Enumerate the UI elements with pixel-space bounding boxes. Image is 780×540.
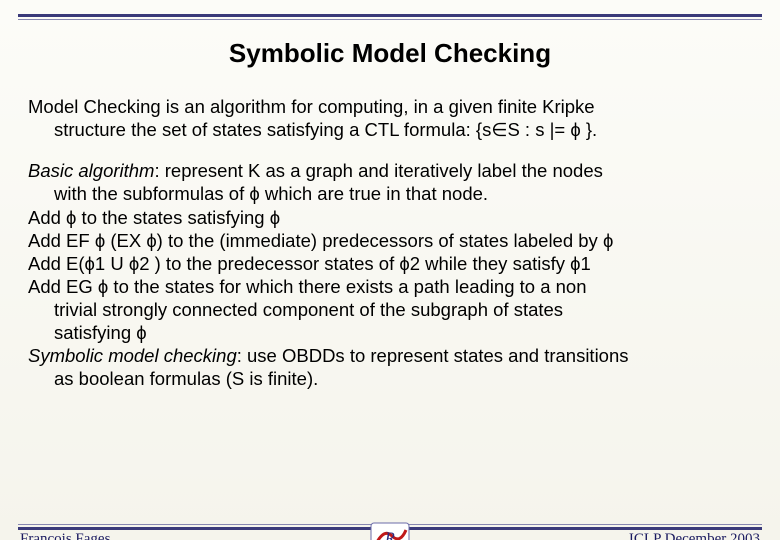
inria-logo-icon: R: [370, 522, 410, 540]
add-rule-3: Add E(ϕ1 U ϕ2 ) to the predecessor state…: [28, 252, 752, 275]
logo-letter: R: [384, 530, 395, 540]
basic-algorithm-line-1: Basic algorithm: represent K as a graph …: [28, 159, 752, 182]
intro-line-2: structure the set of states satisfying a…: [28, 118, 752, 141]
add-rule-4b: trivial strongly connected component of …: [28, 298, 752, 321]
symbolic-mc-label: Symbolic model checking: [28, 345, 237, 366]
slide-body: Model Checking is an algorithm for compu…: [0, 95, 780, 391]
symbolic-mc-rest: : use OBDDs to represent states and tran…: [237, 345, 629, 366]
add-rule-4a: Add EG ϕ to the states for which there e…: [28, 275, 752, 298]
symbolic-mc-line-1: Symbolic model checking: use OBDDs to re…: [28, 344, 752, 367]
symbolic-mc-line-2: as boolean formulas (S is finite).: [28, 367, 752, 390]
intro-line-1: Model Checking is an algorithm for compu…: [28, 95, 752, 118]
intro-paragraph: Model Checking is an algorithm for compu…: [28, 95, 752, 141]
add-rule-1: Add ϕ to the states satisfying ϕ: [28, 206, 752, 229]
footer-conference: ICLP December 2003: [629, 531, 760, 540]
basic-algorithm-label: Basic algorithm: [28, 160, 154, 181]
add-rule-4c: satisfying ϕ: [28, 321, 752, 344]
footer-author: François Fages: [20, 531, 110, 540]
slide-footer: François Fages R ICLP December 2003: [0, 520, 780, 540]
basic-algorithm-rest: : represent K as a graph and iteratively…: [154, 160, 602, 181]
algorithm-block: Basic algorithm: represent K as a graph …: [28, 159, 752, 390]
slide-title: Symbolic Model Checking: [0, 38, 780, 69]
basic-algorithm-line-2: with the subformulas of ϕ which are true…: [28, 182, 752, 205]
top-horizontal-rule: [18, 14, 762, 20]
add-rule-2: Add EF ϕ (EX ϕ) to the (immediate) prede…: [28, 229, 752, 252]
